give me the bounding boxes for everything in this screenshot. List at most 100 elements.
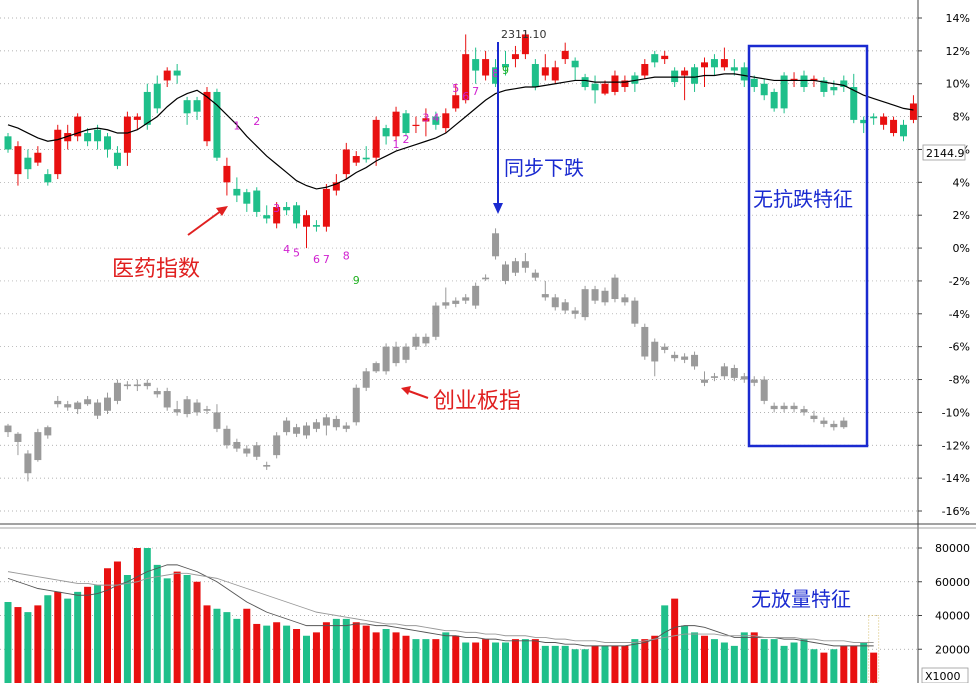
td-count-label: 7 <box>323 253 330 266</box>
gem-candle <box>462 297 470 301</box>
volume-bar <box>392 632 400 683</box>
pharma-candle <box>691 67 699 84</box>
gem-candle <box>253 445 261 457</box>
pharma-candle <box>830 87 838 91</box>
gem-candle <box>770 405 778 410</box>
pharma-candle <box>730 67 738 71</box>
gem-candle <box>531 272 539 278</box>
pharma-candle <box>153 83 161 109</box>
pharma-candle <box>223 165 231 183</box>
gem-candle <box>691 354 699 367</box>
gem-candle <box>322 417 330 426</box>
pharma-candle <box>14 146 22 175</box>
volume-bar <box>800 639 808 683</box>
gem-candle <box>830 423 838 428</box>
pharma-candle <box>442 113 450 129</box>
gem-candle <box>740 376 748 380</box>
volume-bar <box>253 623 261 683</box>
volume-bar <box>143 548 151 683</box>
pharma-candle <box>492 67 500 84</box>
gem-candle <box>173 409 181 413</box>
gem-candle <box>422 336 430 344</box>
volume-bar <box>263 625 271 683</box>
pharma-candle <box>820 80 828 92</box>
pharma-candle <box>273 206 281 224</box>
volume-bar <box>591 645 599 683</box>
pharma-candle <box>850 87 858 120</box>
pharma-candle <box>263 215 271 219</box>
price-tick-label: -16% <box>942 505 970 518</box>
volume-bar <box>502 642 509 683</box>
gem-candle <box>621 297 629 303</box>
gem-candle <box>223 428 231 446</box>
gem-candle <box>710 376 718 378</box>
td-count-label: 6 <box>462 90 469 103</box>
volume-bar <box>462 642 470 683</box>
gem-candle <box>750 379 758 383</box>
volume-bar <box>750 632 758 683</box>
pharma-candle <box>362 157 370 160</box>
gem-candle <box>601 290 609 303</box>
pharma-candle <box>402 113 410 134</box>
gem-candle <box>233 441 241 449</box>
volume-bar <box>183 575 191 683</box>
td-count-label: 6 <box>313 253 320 266</box>
volume-bar <box>113 561 121 683</box>
volume-bar <box>760 639 768 683</box>
volume-bar <box>372 632 380 683</box>
pharma-candle <box>54 129 62 175</box>
pharma-candle <box>890 119 898 134</box>
volume-bar <box>34 605 42 683</box>
volume-bar <box>104 568 111 683</box>
gem-candle <box>720 366 728 377</box>
volume-bar <box>691 632 699 683</box>
no-resist-label: 无抗跌特征 <box>753 187 853 211</box>
pharma-candle <box>163 70 171 81</box>
pharma-candle <box>432 116 440 125</box>
gem-candle <box>4 425 12 433</box>
pharma-candle <box>511 54 519 60</box>
volume-bar <box>203 605 211 683</box>
pharma-candle <box>681 70 689 76</box>
pharma-candle <box>531 64 539 88</box>
volume-ma-slow <box>7 571 874 643</box>
volume-bar <box>133 548 141 683</box>
axis-labels: 14%12%10%8%6%4%2%0%-2%-4%-6%-8%-10%-12%-… <box>935 12 970 656</box>
volume-bar <box>163 578 171 683</box>
volume-bar <box>720 642 728 683</box>
gem-candle <box>780 405 788 410</box>
gem-candle <box>14 433 22 442</box>
gem-candle <box>661 346 669 350</box>
td-count-label: 2 <box>403 133 410 146</box>
volume-bar <box>482 639 490 683</box>
pharma-candle <box>651 54 659 63</box>
gem-candle <box>790 405 798 410</box>
volume-bar <box>123 575 131 683</box>
volume-bar <box>432 639 440 683</box>
price-tick-label: -14% <box>942 472 970 485</box>
pharma-candle <box>392 111 400 137</box>
pharma-candle <box>84 133 92 142</box>
volume-bar <box>322 622 330 683</box>
gem-candle <box>263 464 271 467</box>
pharma-candle <box>800 75 808 88</box>
volume-bar <box>422 639 430 683</box>
gem-candle <box>581 289 589 318</box>
pharma-ma-line <box>7 73 914 190</box>
volume-bar <box>581 649 589 683</box>
gem-candle <box>402 346 410 360</box>
pharma-candle <box>203 91 211 142</box>
pharma-candle <box>293 205 301 224</box>
pharma-candle <box>452 95 460 109</box>
gem-candle <box>54 400 62 405</box>
pharma-candle <box>621 80 629 88</box>
price-tick-label: 12% <box>946 45 970 58</box>
gem-candle <box>432 305 440 337</box>
pharma-candle <box>760 83 768 96</box>
gem-candle <box>143 382 151 387</box>
highlight-box <box>747 44 869 448</box>
gem-candle <box>382 346 390 372</box>
gem-candle <box>183 399 191 415</box>
volume-bar <box>233 618 241 683</box>
volume-bar <box>153 564 161 683</box>
